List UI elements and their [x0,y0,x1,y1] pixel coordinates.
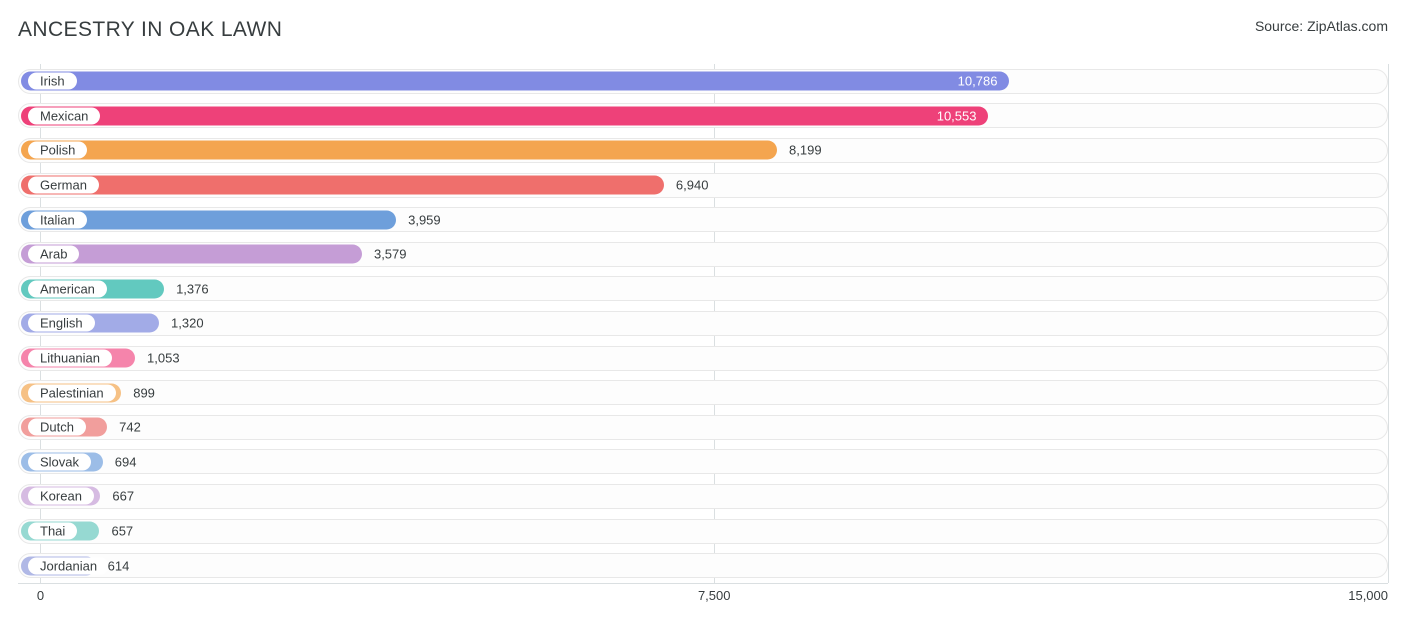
bar-category-label: Slovak [28,453,91,470]
bar-row: Arab 3,579 [18,237,1388,272]
chart: Irish 10,786 Mexican 10,553 Polish 8,199 Germa… [18,64,1388,604]
chart-title: ANCESTRY IN OAK LAWN [18,18,282,42]
bar-category-label: Thai [28,523,77,540]
bar-value-label: 1,053 [147,351,180,366]
bar-track [18,553,1388,578]
x-axis-tick-label: 7,500 [698,588,731,603]
bar-value-label: 3,579 [374,247,407,262]
bar-row: English 1,320 [18,306,1388,341]
header: ANCESTRY IN OAK LAWN Source: ZipAtlas.co… [18,18,1388,42]
bar-value-label: 3,959 [408,212,441,227]
bar-category-label: Mexican [28,107,100,124]
bar-track [18,346,1388,371]
bar-value-label: 1,320 [171,316,204,331]
bar-track [18,484,1388,509]
bar-track [18,276,1388,301]
bar-value-label: 657 [111,524,133,539]
bar-fill [21,141,777,160]
bar-row: Jordanian614 [18,548,1388,583]
bar-row: Palestinian 899 [18,375,1388,410]
bar-value-label: 8,199 [789,143,822,158]
x-axis-tick-label: 0 [37,588,44,603]
bar-fill [21,72,1009,91]
bar-fill [21,106,988,125]
bar-category-label: German [28,177,99,194]
bar-value-label: 6,940 [676,178,709,193]
bar-category-label: American [28,280,107,297]
bar-value-label: 614 [108,558,130,573]
bar-value-label: 10,786 [958,74,998,89]
bar-track [18,519,1388,544]
bar-row: Lithuanian 1,053 [18,341,1388,376]
bar-value-label: 1,376 [176,281,209,296]
bar-value-label: 10,553 [937,108,977,123]
bar-category-label: Korean [28,488,94,505]
bar-value-label: 742 [119,420,141,435]
bar-value-label: 694 [115,454,137,469]
bar-row: Mexican 10,553 [18,99,1388,134]
grid-line [1388,64,1389,583]
x-axis-tick-label: 15,000 [1348,588,1388,603]
bar-category-label: Irish [28,73,77,90]
bar-track [18,311,1388,336]
bar-track [18,380,1388,405]
bar-category-label: Italian [28,211,87,228]
bar-row: Irish 10,786 [18,64,1388,99]
bar-row: Polish 8,199 [18,133,1388,168]
bar-row: Slovak 694 [18,445,1388,480]
source-attribution: Source: ZipAtlas.com [1255,18,1388,34]
bars-region: Irish 10,786 Mexican 10,553 Polish 8,199 Germa… [18,64,1388,584]
bar-row: Dutch 742 [18,410,1388,445]
bar-category-label: Arab [28,246,79,263]
bar-value-label: 899 [133,385,155,400]
bar-row: Thai 657 [18,514,1388,549]
bar-category-label: English [28,315,95,332]
bar-category-label: Polish [28,142,87,159]
bar-category-label: Palestinian [28,384,116,401]
x-axis: 0 7,500 15,000 [18,584,1388,604]
bar-value-label: 667 [112,489,134,504]
bar-track [18,415,1388,440]
bar-row: German 6,940 [18,168,1388,203]
bar-track [18,449,1388,474]
bar-category-label: Lithuanian [28,350,112,367]
bar-row: American 1,376 [18,272,1388,307]
bar-category-label: Dutch [28,419,86,436]
bar-fill [21,176,664,195]
bar-category-label: Jordanian [28,557,109,574]
bar-row: Korean 667 [18,479,1388,514]
bar-row: Italian 3,959 [18,202,1388,237]
